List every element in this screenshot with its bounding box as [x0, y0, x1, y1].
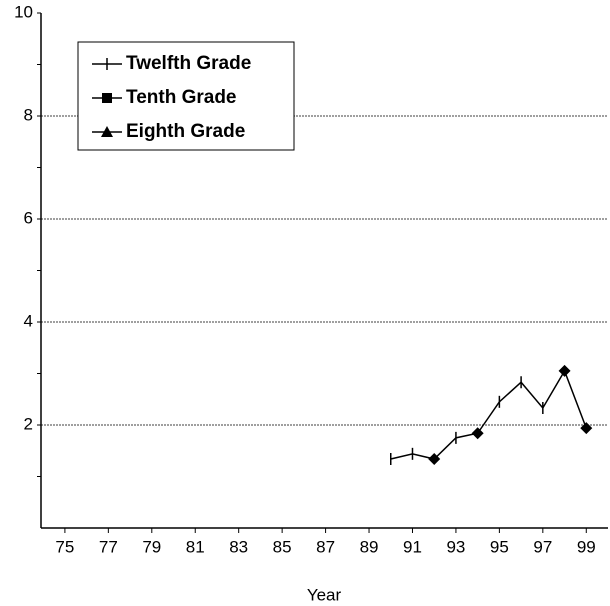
x-axis-label: Year: [307, 585, 342, 604]
x-tick-label: 81: [186, 537, 205, 556]
legend-label: Tenth Grade: [126, 87, 237, 108]
y-tick-label: 10: [14, 2, 33, 21]
x-tick-label: 77: [99, 537, 118, 556]
x-tick-label: 99: [577, 537, 596, 556]
x-tick-label: 83: [229, 537, 248, 556]
x-tick-label: 89: [360, 537, 379, 556]
x-tick-label: 95: [490, 537, 509, 556]
legend-label: Eighth Grade: [126, 121, 245, 142]
x-tick-label: 93: [446, 537, 465, 556]
x-tick-label: 79: [142, 537, 161, 556]
y-tick-label: 4: [24, 311, 33, 330]
x-tick-label: 75: [55, 537, 74, 556]
legend-marker: [102, 93, 112, 103]
series-line: [390, 369, 587, 460]
x-tick-label: 91: [403, 537, 422, 556]
y-tick-label: 2: [24, 414, 33, 433]
x-tick-label: 97: [533, 537, 552, 556]
data-point: [428, 452, 441, 465]
y-tick-label: 6: [24, 208, 33, 227]
x-tick-label: 85: [273, 537, 292, 556]
data-point: [471, 427, 484, 440]
x-tick-label: 87: [316, 537, 335, 556]
legend-marker: [101, 126, 113, 137]
legend-label: Twelfth Grade: [126, 53, 251, 74]
data-point: [580, 422, 593, 435]
data-point: [558, 364, 571, 377]
y-tick-label: 8: [24, 105, 33, 124]
